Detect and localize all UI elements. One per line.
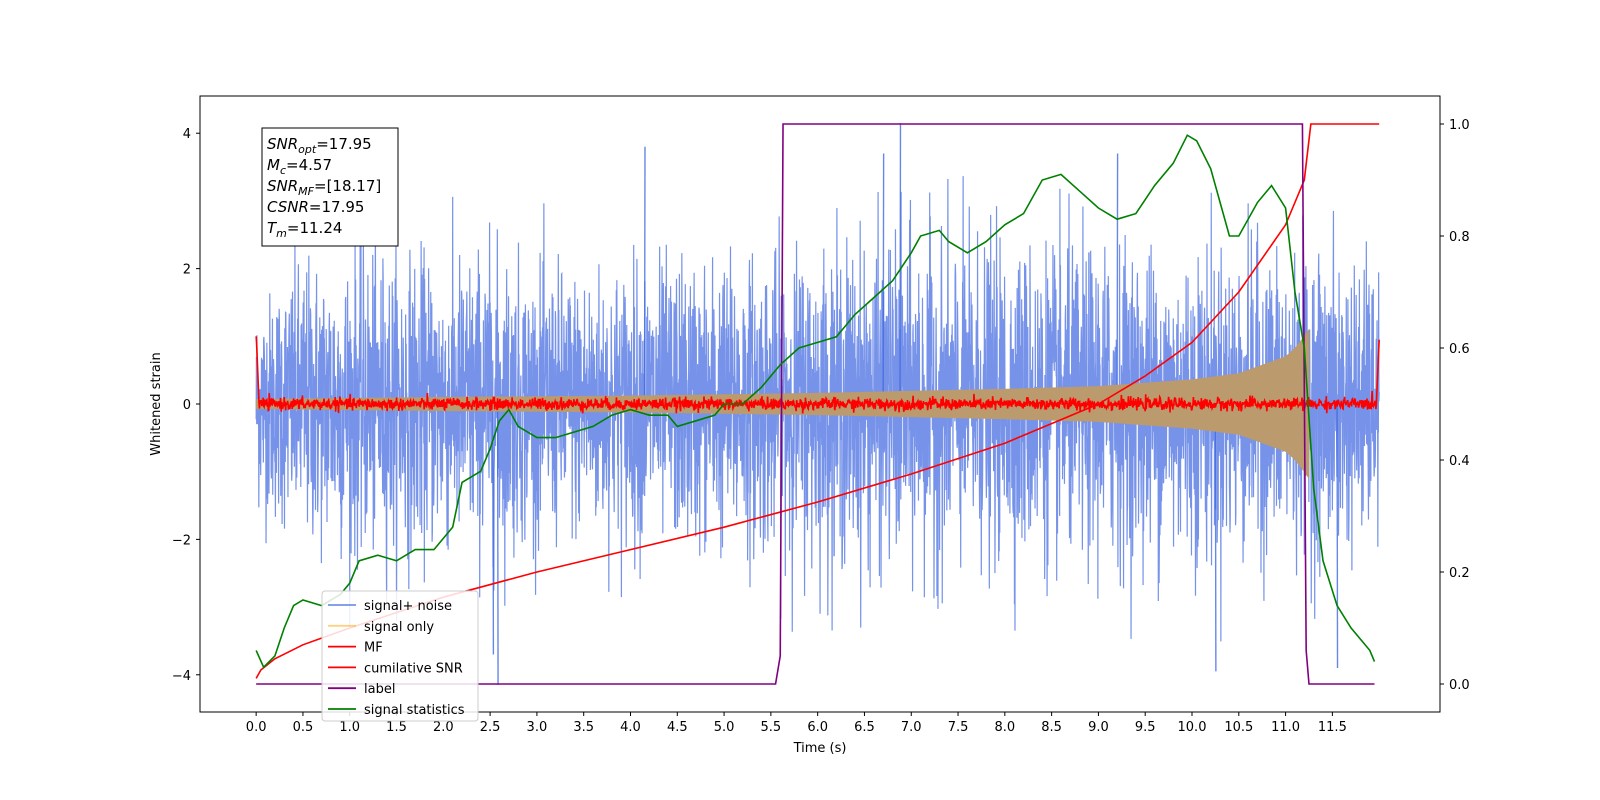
- series-label-line: [256, 123, 1375, 685]
- legend-label: signal statistics: [364, 703, 465, 718]
- series-signal-statistics-line: [255, 134, 1376, 669]
- x-tick-label: 11.0: [1271, 720, 1300, 735]
- legend-label: signal only: [364, 620, 434, 635]
- y2-tick-label: 1.0: [1449, 118, 1470, 133]
- x-tick-label: 4.5: [667, 720, 688, 735]
- legend-label: cumilative SNR: [364, 661, 463, 676]
- y-tick-label: −2: [172, 533, 191, 548]
- legend: signal+ noise signal only MF cumilative SNR…: [321, 590, 479, 722]
- x-tick-label: 7.0: [901, 720, 922, 735]
- annotation-frame: [261, 127, 399, 247]
- x-tick-label: 7.5: [948, 720, 969, 735]
- y2-tick-label: 0.0: [1449, 678, 1470, 693]
- y-axis-left: −4 −2 0 2 4: [172, 127, 200, 684]
- x-tick-label: 3.5: [573, 720, 594, 735]
- y-tick-label: −4: [172, 669, 191, 684]
- y2-tick-label: 0.2: [1449, 566, 1470, 581]
- x-tick-label: 2.5: [480, 720, 501, 735]
- legend-label: signal+ noise: [364, 599, 452, 614]
- x-tick-label: 3.0: [527, 720, 548, 735]
- x-tick-label: 6.5: [854, 720, 875, 735]
- y-tick-label: 0: [183, 398, 191, 413]
- x-tick-label: 2.0: [433, 720, 454, 735]
- series-mf-line: [255, 336, 1380, 414]
- x-tick-label: 6.0: [807, 720, 828, 735]
- x-tick-label: 5.0: [714, 720, 735, 735]
- x-tick-label: 11.5: [1318, 720, 1347, 735]
- x-tick-label: 4.0: [620, 720, 641, 735]
- annotation-line: SNRMF=[18.17]: [267, 177, 381, 198]
- x-tick-label: 9.5: [1135, 720, 1156, 735]
- x-tick-label: 9.0: [1088, 720, 1109, 735]
- legend-frame: [321, 590, 479, 722]
- annotation-line: Tm=11.24: [267, 219, 342, 240]
- x-axis: 0.0 0.5 1.0 1.5 2.0 2.5 3.0 3.5 4.0 4.5 5.0 5.5 6.0 6…: [246, 712, 1347, 735]
- legend-label: label: [364, 682, 395, 697]
- x-tick-label: 0.0: [246, 720, 267, 735]
- x-tick-label: 8.5: [1041, 720, 1062, 735]
- y-axis-right: 0.0 0.2 0.4 0.6 0.8 1.0: [1440, 118, 1470, 693]
- y-tick-label: 4: [183, 127, 191, 142]
- annotation-line: CSNR=17.95: [267, 198, 364, 216]
- y2-tick-label: 0.6: [1449, 342, 1470, 357]
- plot-area: [255, 123, 1380, 685]
- x-tick-label: 1.5: [386, 720, 407, 735]
- annotation-line: SNRopt=17.95: [267, 135, 372, 156]
- y-tick-label: 2: [183, 263, 191, 278]
- x-tick-label: 10.0: [1178, 720, 1207, 735]
- x-tick-label: 8.0: [994, 720, 1015, 735]
- x-axis-label: Time (s): [793, 741, 847, 756]
- x-tick-label: 0.5: [293, 720, 314, 735]
- annotation-line: Mc=4.57: [267, 156, 332, 177]
- x-tick-label: 1.0: [339, 720, 360, 735]
- series-cumilative-snr-line: [255, 123, 1380, 679]
- y2-tick-label: 0.4: [1449, 454, 1470, 469]
- y-axis-label: Whitened strain: [149, 352, 164, 455]
- legend-label: MF: [364, 641, 383, 656]
- y2-tick-label: 0.8: [1449, 230, 1470, 245]
- x-tick-label: 5.5: [761, 720, 782, 735]
- x-tick-label: 10.5: [1224, 720, 1253, 735]
- annotation-box: SNRopt=17.95Mc=4.57SNRMF=[18.17]CSNR=17.…: [261, 127, 399, 247]
